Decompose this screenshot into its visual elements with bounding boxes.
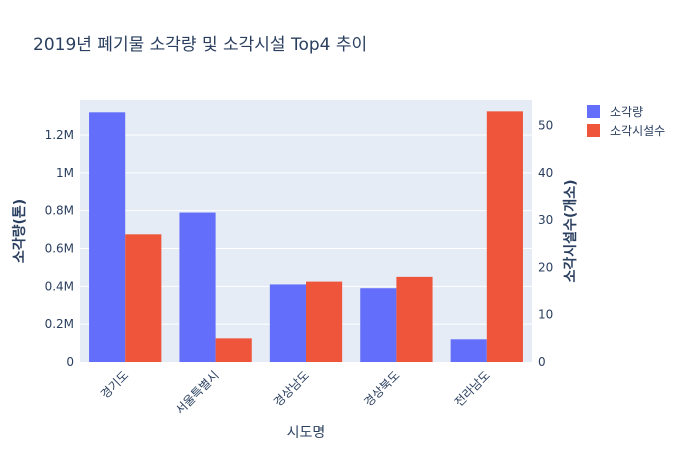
- left-tick-label: 0: [66, 355, 74, 369]
- bar-facilities: [215, 338, 252, 362]
- right-tick-label: 50: [538, 119, 553, 133]
- legend-label: 소각량: [610, 105, 643, 119]
- left-tick-label: 0.4M: [45, 279, 74, 293]
- bar-facilities: [486, 111, 523, 362]
- left-tick-label: 0.6M: [45, 241, 74, 255]
- bar-amount: [89, 112, 126, 363]
- bar-facilities: [396, 276, 433, 362]
- bar-amount: [450, 339, 487, 362]
- right-axis-ticks: 0 10 20 30 40 50: [538, 119, 553, 369]
- left-tick-label: 0.8M: [45, 204, 74, 218]
- left-tick-label: 1.2M: [45, 128, 74, 142]
- left-tick-label: 0.2M: [45, 317, 74, 331]
- x-axis-ticks: 경기도 서울특별시 경상남도 경상북도 전라남도: [98, 368, 493, 417]
- bars: [89, 111, 523, 363]
- left-tick-label: 1M: [56, 166, 74, 180]
- legend-swatch: [587, 105, 600, 118]
- bar-facilities: [306, 281, 343, 362]
- right-tick-label: 0: [538, 355, 546, 369]
- right-tick-label: 10: [538, 308, 553, 322]
- x-tick-label: 서울특별시: [173, 368, 222, 417]
- right-tick-label: 40: [538, 166, 553, 180]
- x-tick-label: 경기도: [98, 368, 131, 401]
- x-tick-label: 전라남도: [452, 368, 493, 409]
- right-tick-label: 30: [538, 213, 553, 227]
- bar-amount: [269, 284, 306, 362]
- x-axis-title: 시도명: [287, 425, 326, 441]
- right-axis-title: 소각시설수(개소): [562, 180, 579, 283]
- bar-amount: [179, 212, 216, 362]
- x-tick-label: 경상남도: [271, 368, 312, 409]
- left-axis-title: 소각량(톤): [11, 199, 28, 263]
- chart-title: 2019년 폐기물 소각량 및 소각시설 Top4 추이: [33, 35, 367, 55]
- legend-label: 소각시설수: [610, 124, 665, 138]
- x-tick-label: 경상북도: [361, 368, 402, 409]
- legend-swatch: [587, 124, 600, 137]
- right-tick-label: 20: [538, 260, 553, 274]
- bar-amount: [360, 288, 397, 362]
- bar-facilities: [125, 234, 162, 362]
- left-axis-ticks: 0 0.2M 0.4M 0.6M 0.8M 1M 1.2M: [45, 128, 74, 369]
